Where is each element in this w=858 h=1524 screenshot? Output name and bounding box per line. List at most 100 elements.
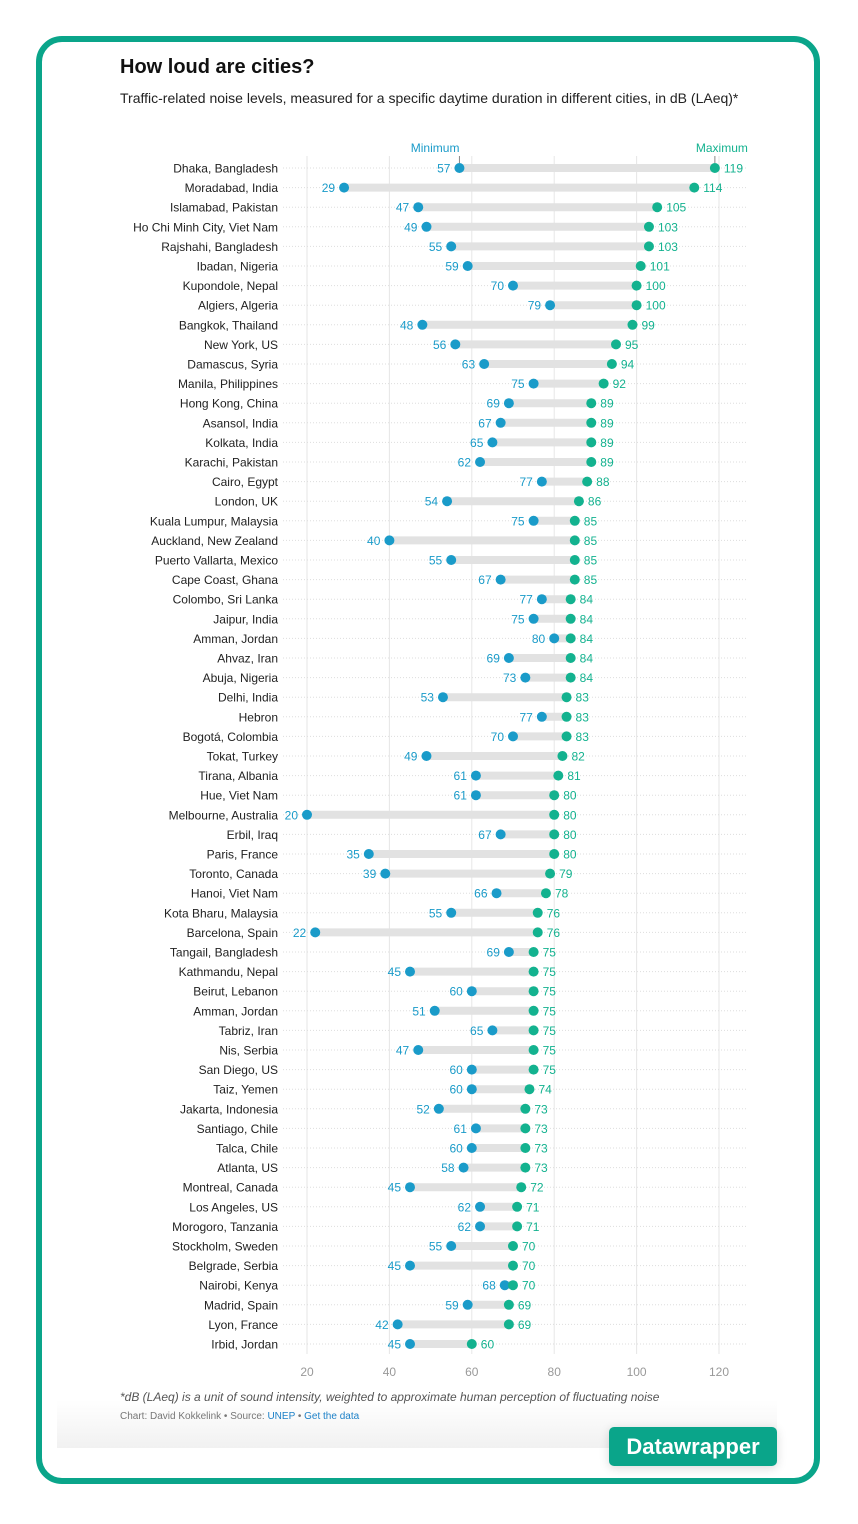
max-dot [524, 1084, 535, 1095]
min-value-label: 47 [396, 201, 410, 215]
min-value-label: 40 [367, 534, 381, 548]
city-label: Cairo, Egypt [212, 475, 279, 489]
min-dot [413, 202, 424, 213]
min-dot [413, 1045, 424, 1055]
max-dot [586, 417, 597, 428]
max-dot [557, 751, 568, 761]
city-label: Bogotá, Colombia [183, 730, 279, 744]
max-value-label: 94 [621, 358, 635, 372]
city-label: Islamabad, Pakistan [170, 201, 278, 215]
city-label: Kuala Lumpur, Malaysia [150, 514, 278, 528]
max-value-label: 80 [563, 808, 577, 822]
city-label: Lyon, France [208, 1318, 278, 1332]
city-label: Belgrade, Serbia [189, 1259, 279, 1273]
min-value-label: 59 [445, 260, 459, 274]
min-dot [442, 496, 453, 507]
min-value-label: 45 [388, 965, 402, 979]
max-value-label: 100 [646, 299, 666, 313]
min-value-label: 65 [470, 1024, 484, 1038]
max-value-label: 83 [576, 710, 590, 724]
max-value-label: 73 [534, 1161, 548, 1175]
min-value-label: 70 [491, 730, 505, 744]
city-label: Atlanta, US [217, 1161, 278, 1175]
max-value-label: 75 [543, 965, 557, 979]
min-dot [417, 319, 428, 330]
max-value-label: 73 [534, 1142, 548, 1156]
max-dot [516, 1182, 527, 1193]
city-label: Kolkata, India [205, 436, 278, 450]
city-label: Barcelona, Spain [187, 926, 278, 940]
x-tick-label: 20 [300, 1365, 314, 1379]
min-dot [405, 1339, 415, 1349]
max-value-label: 75 [543, 1024, 557, 1038]
x-tick-label: 40 [383, 1365, 397, 1379]
min-dot [495, 829, 506, 840]
source-link[interactable]: UNEP [267, 1411, 296, 1422]
min-dot [508, 280, 518, 291]
min-value-label: 58 [441, 1161, 455, 1175]
city-label: Damascus, Syria [187, 358, 278, 372]
min-dot [503, 653, 514, 663]
max-dot [549, 849, 560, 859]
min-dot [302, 809, 312, 820]
min-dot [429, 1005, 440, 1016]
min-value-label: 60 [449, 985, 463, 999]
city-label: Kota Bharu, Malaysia [164, 906, 278, 920]
max-value-label: 79 [559, 867, 573, 881]
min-value-label: 70 [491, 279, 505, 293]
x-tick-label: 120 [709, 1365, 729, 1379]
min-dot [503, 398, 514, 409]
min-dot [392, 1319, 403, 1330]
max-value-label: 71 [526, 1200, 540, 1214]
credit-separator: • [295, 1411, 305, 1422]
max-dot [569, 574, 580, 585]
min-value-label: 67 [478, 416, 492, 430]
max-value-label: 80 [563, 828, 577, 842]
city-label: New York, US [204, 338, 278, 352]
city-label: Moradabad, India [185, 181, 279, 195]
min-value-label: 63 [462, 358, 476, 372]
city-label: Manila, Philippines [178, 377, 278, 391]
city-label: Ho Chi Minh City, Viet Nam [133, 220, 278, 234]
min-dot [466, 986, 477, 997]
max-value-label: 119 [724, 162, 743, 176]
max-dot [643, 221, 654, 232]
min-dot [475, 457, 486, 467]
x-tick-label: 80 [548, 1365, 562, 1379]
min-dot [450, 339, 461, 350]
max-dot [631, 300, 642, 311]
min-value-label: 69 [487, 652, 501, 666]
city-label: Stockholm, Sweden [172, 1240, 278, 1254]
max-dot [549, 829, 560, 840]
max-value-label: 103 [658, 240, 678, 254]
max-dot [503, 1299, 514, 1310]
min-dot [446, 241, 457, 252]
min-value-label: 67 [478, 573, 492, 587]
city-label: Amman, Jordan [193, 632, 278, 646]
max-dot [611, 339, 621, 350]
city-label: Colombo, Sri Lanka [173, 593, 279, 607]
city-label: Ibadan, Nigeria [197, 260, 279, 274]
max-value-label: 103 [658, 220, 678, 234]
min-value-label: 55 [429, 554, 443, 568]
max-value-label: 73 [534, 1122, 548, 1136]
min-dot [479, 359, 490, 369]
min-dot [536, 476, 547, 487]
min-dot [405, 1260, 415, 1271]
min-value-label: 57 [437, 162, 451, 176]
legend-maximum: Maximum [696, 141, 748, 155]
min-dot [520, 672, 531, 683]
city-label: Hue, Viet Nam [200, 789, 278, 803]
datawrapper-badge[interactable]: Datawrapper [609, 1427, 777, 1466]
city-label: Kupondole, Nepal [183, 279, 278, 293]
city-label: Bangkok, Thailand [179, 318, 278, 332]
min-dot [380, 868, 391, 879]
max-value-label: 84 [580, 671, 594, 685]
get-data-link[interactable]: Get the data [304, 1411, 360, 1422]
max-value-label: 78 [555, 887, 569, 901]
city-label: Asansol, India [203, 416, 279, 430]
min-value-label: 79 [528, 299, 542, 313]
max-value-label: 81 [567, 769, 581, 783]
min-value-label: 61 [454, 1122, 468, 1136]
max-value-label: 85 [584, 554, 598, 568]
